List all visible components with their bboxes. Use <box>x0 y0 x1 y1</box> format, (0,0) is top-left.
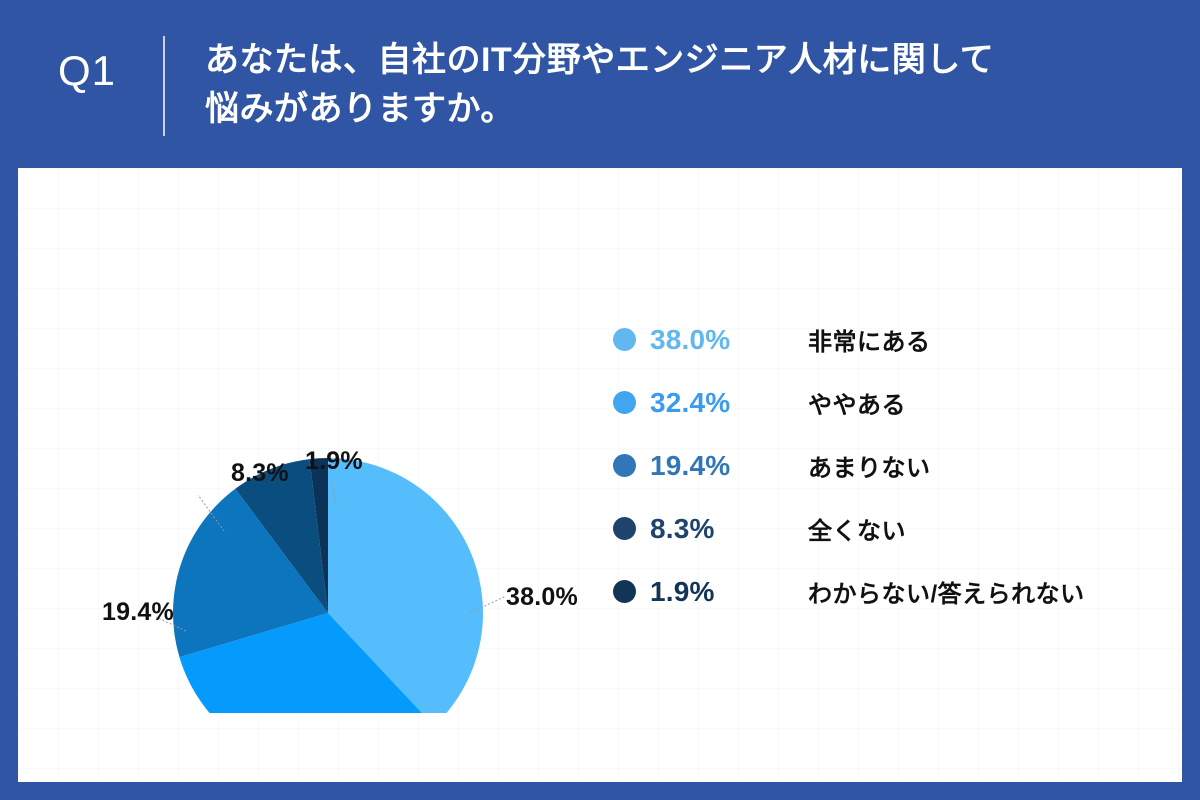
leader-line-3 <box>155 616 187 632</box>
legend-percent-1: 38.0% <box>650 323 731 355</box>
pie-slice-4 <box>235 459 328 613</box>
pie-data-label-4: 8.3% <box>231 459 289 487</box>
legend-item-4: 8.3% 全くない <box>613 497 1173 560</box>
pie-chart-svg <box>155 458 507 713</box>
legend-item-5: 1.9% わからない/答えられない <box>613 560 1173 623</box>
legend-label-4: 全くない <box>808 518 906 545</box>
pie-data-label-5: 1.9% <box>305 447 363 475</box>
page-title-line-1: あなたは、自社のIT分野やエンジニア人材に関して <box>205 41 995 79</box>
pie-slice-1 <box>328 458 483 713</box>
legend-item-2: 32.4% ややある <box>613 371 1173 434</box>
pie-slice-2 <box>179 613 422 713</box>
header: Q1 あなたは、自社のIT分野やエンジニア人材に関して 悩みがありますか。 <box>0 0 1200 168</box>
header-divider <box>163 36 165 136</box>
legend-percent-3: 19.4% <box>650 449 731 481</box>
content-card: 38.0% 32.4% 19.4% 8.3% 1.9% 38.0% 非常にある … <box>18 168 1182 782</box>
legend-swatch-icon-4 <box>613 517 636 540</box>
legend-swatch-icon-1 <box>613 328 636 351</box>
pie-slice-3 <box>173 488 328 658</box>
legend-item-1: 38.0% 非常にある <box>613 308 1173 371</box>
pie-data-label-3: 19.4% <box>102 598 174 626</box>
legend-swatch-icon-2 <box>613 391 636 414</box>
legend-label-1: 非常にある <box>808 329 931 356</box>
legend-percent-5: 1.9% <box>650 575 715 607</box>
page-title-line-2: 悩みがありますか。 <box>205 90 515 129</box>
legend-label-2: ややある <box>808 392 906 419</box>
legend-swatch-icon-3 <box>613 454 636 477</box>
legend-percent-2: 32.4% <box>650 386 731 418</box>
pie-leader-lines <box>155 480 507 632</box>
pie-slices <box>173 458 483 713</box>
legend-swatch-icon-5 <box>613 580 636 603</box>
legend-label-3: あまりない <box>808 455 931 482</box>
page-title: あなたは、自社のIT分野やエンジニア人材に関して 悩みがありますか。 <box>205 36 1155 135</box>
pie-data-label-1: 38.0% <box>506 583 578 611</box>
pie-chart: 38.0% 32.4% 19.4% 8.3% 1.9% <box>38 213 578 713</box>
pie-slice-5 <box>309 458 328 613</box>
question-number: Q1 <box>58 47 117 94</box>
legend-label-5: わからない/答えられない <box>808 581 1085 608</box>
legend-percent-4: 8.3% <box>650 512 715 544</box>
leader-line-5 <box>331 480 337 506</box>
chart-legend: 38.0% 非常にある 32.4% ややある 19.4% あまりない 8.3% … <box>613 308 1173 623</box>
legend-item-3: 19.4% あまりない <box>613 434 1173 497</box>
leader-line-4 <box>197 494 225 532</box>
leader-line-1 <box>469 595 507 614</box>
